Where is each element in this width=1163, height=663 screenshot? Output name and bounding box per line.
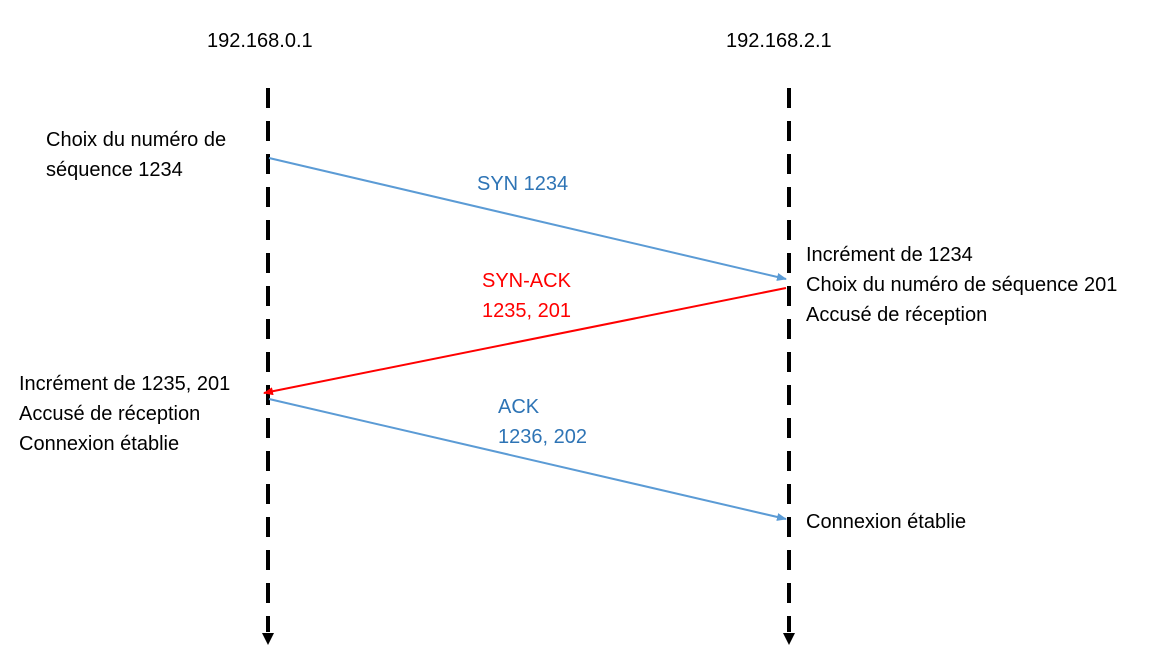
note-line: Incrément de 1234 [806,244,973,266]
note-left-start: Choix du numéro de séquence 1234 [46,125,226,185]
note-line: Choix du numéro de séquence 201 [806,274,1118,296]
message-label-line: SYN 1234 [477,173,569,195]
message-label-line: 1236, 202 [498,426,587,448]
host-left-label: 192.168.0.1 [207,30,313,52]
ack-arrow [268,398,787,521]
message-label-line: 1235, 201 [482,300,571,322]
syn-ack-label: SYN-ACK 1235, 201 [482,266,571,326]
message-label-line: ACK [498,396,540,418]
message-label-line: SYN-ACK [482,270,571,292]
note-line: Incrément de 1235, 201 [19,373,231,395]
note-line: Connexion établie [806,511,967,533]
ack-label: ACK 1236, 202 [498,392,587,452]
lifeline-left-arrowhead [262,633,274,645]
syn-label: SYN 1234 [477,169,568,199]
note-line: Accusé de réception [19,403,201,425]
syn-arrow [268,157,787,281]
note-line: séquence 1234 [46,159,183,181]
note-right-end: Connexion établie [806,507,966,537]
host-right-label: 192.168.2.1 [726,30,832,52]
lifeline-right-arrowhead [783,633,795,645]
note-left-mid: Incrément de 1235, 201 Accusé de récepti… [19,369,230,459]
note-line: Accusé de réception [806,304,988,326]
note-right-mid: Incrément de 1234 Choix du numéro de séq… [806,240,1117,330]
note-line: Choix du numéro de [46,129,227,151]
note-line: Connexion établie [19,433,180,455]
syn-ack-arrow [263,287,787,396]
